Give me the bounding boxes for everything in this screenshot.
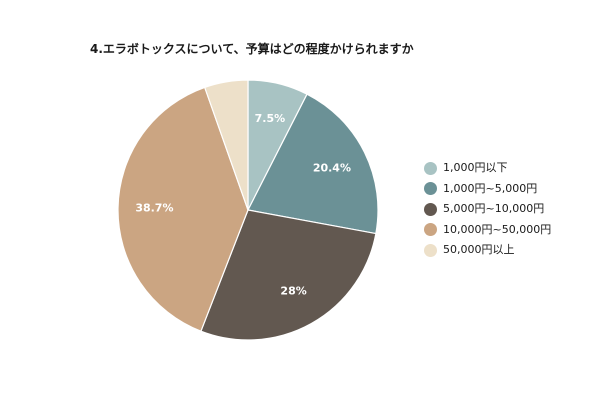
legend-item-4: 10,000円~50,000円 — [424, 220, 551, 241]
legend-label-3: 5,000円~10,000円 — [443, 202, 545, 215]
legend-label-2: 1,000円~5,000円 — [443, 181, 538, 195]
pie-slice-4 — [117, 86, 249, 332]
legend: 1,000円以下 1,000円~5,000円 5,000円~10,000円 10,00… — [424, 158, 551, 261]
legend-label-5: 50,000円以上 — [443, 243, 515, 256]
legend-item-3: 5,000円~10,000円 — [424, 199, 551, 220]
legend-label-1: 1,000円以下 — [443, 161, 508, 174]
slice-label-3: 28% — [280, 285, 306, 298]
chart-title: 4.エラボトックスについて、予算はどの程度かけられますか — [90, 42, 414, 56]
legend-label-4: 10,000円~50,000円 — [443, 222, 552, 236]
pie-slice-5 — [203, 79, 249, 211]
legend-swatch-3 — [424, 202, 437, 216]
legend-item-5: 50,000円以上 — [424, 240, 551, 261]
pie-slice-2 — [247, 93, 379, 235]
legend-swatch-5 — [424, 243, 437, 257]
slice-label-1: 7.5% — [255, 112, 286, 125]
pie-slice-3 — [200, 209, 377, 341]
legend-swatch-1 — [424, 161, 437, 175]
legend-swatch-2 — [424, 182, 437, 196]
slice-label-2: 20.4% — [313, 162, 351, 175]
legend-item-1: 1,000円以下 — [424, 158, 551, 179]
slice-label-4: 38.7% — [135, 202, 173, 215]
legend-swatch-4 — [424, 223, 437, 237]
legend-item-2: 1,000円~5,000円 — [424, 179, 551, 200]
